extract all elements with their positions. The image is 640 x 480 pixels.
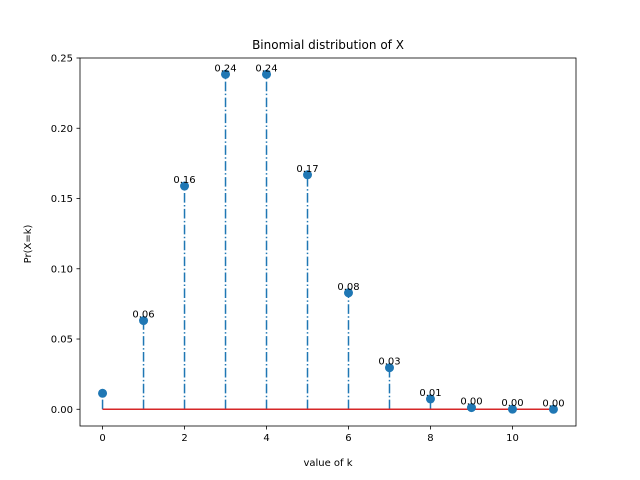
data-label: 0.24 — [214, 63, 236, 74]
stem-marker — [548, 404, 558, 414]
x-tick-label: 6 — [345, 433, 351, 444]
stem-marker — [262, 69, 272, 79]
data-label: 0.08 — [337, 282, 359, 293]
x-tick-label: 2 — [181, 433, 187, 444]
x-tick-label: 0 — [99, 433, 105, 444]
y-tick-label: 0.20 — [51, 124, 73, 135]
stem-marker — [221, 69, 231, 79]
chart-title: Binomial distribution of X — [252, 38, 404, 52]
data-label: 0.00 — [501, 398, 523, 409]
y-tick-label: 0.15 — [51, 194, 73, 205]
x-tick-label: 8 — [427, 433, 433, 444]
y-axis-label: Pr(X=k) — [23, 225, 34, 264]
data-label: 0.24 — [255, 63, 277, 74]
stem-marker — [507, 404, 517, 414]
y-tick-label: 0.00 — [51, 405, 73, 416]
x-tick-label: 10 — [506, 433, 519, 444]
axes-frame — [79, 57, 577, 427]
stem-marker — [139, 316, 149, 326]
stem-marker — [384, 363, 394, 373]
y-tick-label: 0.05 — [51, 335, 73, 346]
stem-marker — [98, 388, 108, 398]
y-tick-label: 0.25 — [51, 54, 73, 65]
data-label: 0.00 — [542, 398, 564, 409]
data-label: 0.17 — [296, 164, 318, 175]
data-label: 0.16 — [173, 175, 195, 186]
x-axis-label: value of k — [303, 458, 352, 469]
stem-marker — [343, 288, 353, 298]
plot-area: 0 2 4 6 8 10 0.00 0.05 0.10 0.15 0.20 0.25 0.06 0.16 0… — [51, 54, 565, 445]
stem-marker — [180, 181, 190, 191]
data-label: 0.03 — [378, 357, 400, 368]
y-tick-label: 0.10 — [51, 264, 73, 275]
stem-marker — [425, 394, 435, 404]
data-label: 0.00 — [460, 397, 482, 408]
x-tick-label: 4 — [263, 433, 269, 444]
stem-marker — [303, 170, 313, 180]
data-label: 0.01 — [419, 388, 441, 399]
data-label: 0.06 — [132, 310, 154, 321]
stem-marker — [466, 403, 476, 413]
